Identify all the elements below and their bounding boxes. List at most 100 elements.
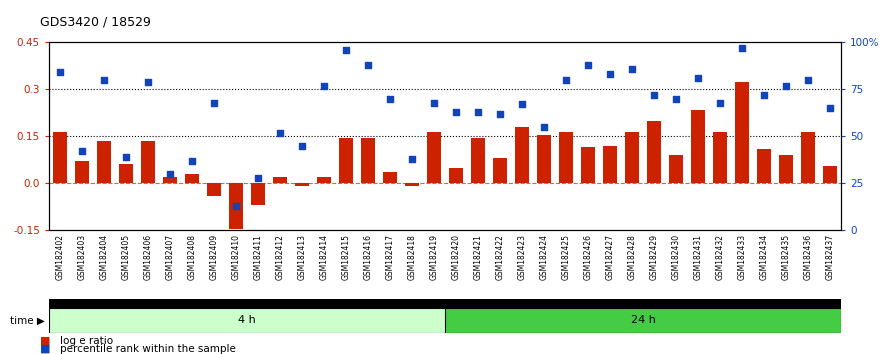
Point bbox=[735, 45, 749, 51]
Point bbox=[493, 111, 507, 116]
Text: GSM182436: GSM182436 bbox=[804, 234, 813, 280]
Text: GSM182432: GSM182432 bbox=[716, 234, 724, 280]
Text: GSM182418: GSM182418 bbox=[408, 234, 417, 280]
Bar bbox=[538, 135, 551, 183]
Point bbox=[251, 175, 265, 181]
Text: GSM182422: GSM182422 bbox=[496, 234, 505, 280]
Point bbox=[185, 158, 199, 164]
Text: GSM182408: GSM182408 bbox=[188, 234, 197, 280]
Text: GSM182424: GSM182424 bbox=[539, 234, 548, 280]
Point bbox=[427, 100, 441, 105]
Bar bbox=[626, 132, 639, 183]
Point bbox=[625, 66, 639, 72]
Text: GSM182435: GSM182435 bbox=[781, 234, 790, 280]
Text: ■: ■ bbox=[40, 344, 51, 354]
Text: 4 h: 4 h bbox=[239, 315, 255, 325]
Bar bbox=[406, 183, 418, 186]
Bar bbox=[97, 141, 110, 183]
Bar bbox=[53, 132, 67, 183]
Text: GSM182434: GSM182434 bbox=[759, 234, 769, 280]
Text: GDS3420 / 18529: GDS3420 / 18529 bbox=[40, 15, 151, 28]
Bar bbox=[185, 174, 198, 183]
Text: GSM182405: GSM182405 bbox=[121, 234, 131, 280]
Text: GSM182411: GSM182411 bbox=[254, 234, 263, 280]
Text: GSM182421: GSM182421 bbox=[473, 234, 482, 280]
Text: GSM182429: GSM182429 bbox=[650, 234, 659, 280]
Bar bbox=[802, 132, 814, 183]
Point bbox=[206, 100, 221, 105]
Bar bbox=[164, 177, 176, 183]
Point bbox=[537, 124, 551, 130]
Bar bbox=[76, 161, 89, 183]
Text: GSM182416: GSM182416 bbox=[363, 234, 373, 280]
Point bbox=[339, 47, 353, 53]
Text: GSM182423: GSM182423 bbox=[517, 234, 527, 280]
Point bbox=[801, 77, 815, 83]
Text: GSM182433: GSM182433 bbox=[738, 234, 747, 280]
Text: GSM182406: GSM182406 bbox=[143, 234, 152, 280]
Bar bbox=[449, 167, 463, 183]
Point bbox=[119, 154, 134, 160]
Bar bbox=[251, 183, 264, 205]
Bar bbox=[142, 141, 155, 183]
Bar bbox=[295, 183, 309, 186]
Bar bbox=[780, 155, 793, 183]
Text: GSM182437: GSM182437 bbox=[826, 234, 835, 280]
Bar bbox=[230, 183, 243, 229]
Bar bbox=[823, 166, 837, 183]
Text: GSM182427: GSM182427 bbox=[605, 234, 614, 280]
Point bbox=[823, 105, 837, 111]
Text: GSM182420: GSM182420 bbox=[451, 234, 460, 280]
Text: GSM182428: GSM182428 bbox=[627, 234, 636, 280]
Text: GSM182403: GSM182403 bbox=[77, 234, 86, 280]
Point bbox=[53, 70, 67, 75]
Point bbox=[449, 109, 463, 115]
Text: time ▶: time ▶ bbox=[10, 315, 45, 325]
Text: GSM182410: GSM182410 bbox=[231, 234, 240, 280]
Text: GSM182426: GSM182426 bbox=[584, 234, 593, 280]
Bar bbox=[757, 149, 771, 183]
Text: GSM182412: GSM182412 bbox=[276, 234, 285, 280]
Bar bbox=[669, 155, 683, 183]
Text: GSM182409: GSM182409 bbox=[209, 234, 218, 280]
Text: ■: ■ bbox=[40, 336, 51, 346]
Bar bbox=[361, 138, 375, 183]
Point bbox=[559, 77, 573, 83]
Point bbox=[647, 92, 661, 98]
Text: percentile rank within the sample: percentile rank within the sample bbox=[60, 344, 236, 354]
Text: 24 h: 24 h bbox=[631, 315, 655, 325]
Bar bbox=[472, 138, 485, 183]
Point bbox=[141, 79, 155, 85]
Text: GSM182419: GSM182419 bbox=[430, 234, 439, 280]
Bar bbox=[427, 132, 441, 183]
Bar bbox=[692, 110, 705, 183]
Bar bbox=[119, 164, 133, 183]
Bar bbox=[714, 132, 726, 183]
Text: GSM182417: GSM182417 bbox=[385, 234, 394, 280]
Text: log e ratio: log e ratio bbox=[60, 336, 113, 346]
Point bbox=[756, 92, 771, 98]
Text: GSM182431: GSM182431 bbox=[693, 234, 702, 280]
Point bbox=[515, 102, 530, 107]
Point bbox=[229, 203, 243, 209]
Bar bbox=[384, 172, 397, 183]
Bar bbox=[515, 127, 529, 183]
Text: GSM182407: GSM182407 bbox=[166, 234, 174, 280]
Text: GSM182425: GSM182425 bbox=[562, 234, 570, 280]
Bar bbox=[318, 177, 330, 183]
Point bbox=[691, 75, 705, 81]
Bar bbox=[493, 158, 506, 183]
Bar bbox=[560, 132, 572, 183]
Text: GSM182413: GSM182413 bbox=[297, 234, 306, 280]
Bar bbox=[207, 183, 221, 196]
Point bbox=[295, 143, 309, 149]
Bar bbox=[273, 177, 287, 183]
Point bbox=[163, 171, 177, 177]
Text: GSM182414: GSM182414 bbox=[320, 234, 328, 280]
Point bbox=[273, 130, 287, 135]
Point bbox=[97, 77, 111, 83]
Bar bbox=[647, 121, 660, 183]
Point bbox=[317, 83, 331, 88]
Point bbox=[360, 62, 375, 68]
Point bbox=[75, 148, 89, 154]
